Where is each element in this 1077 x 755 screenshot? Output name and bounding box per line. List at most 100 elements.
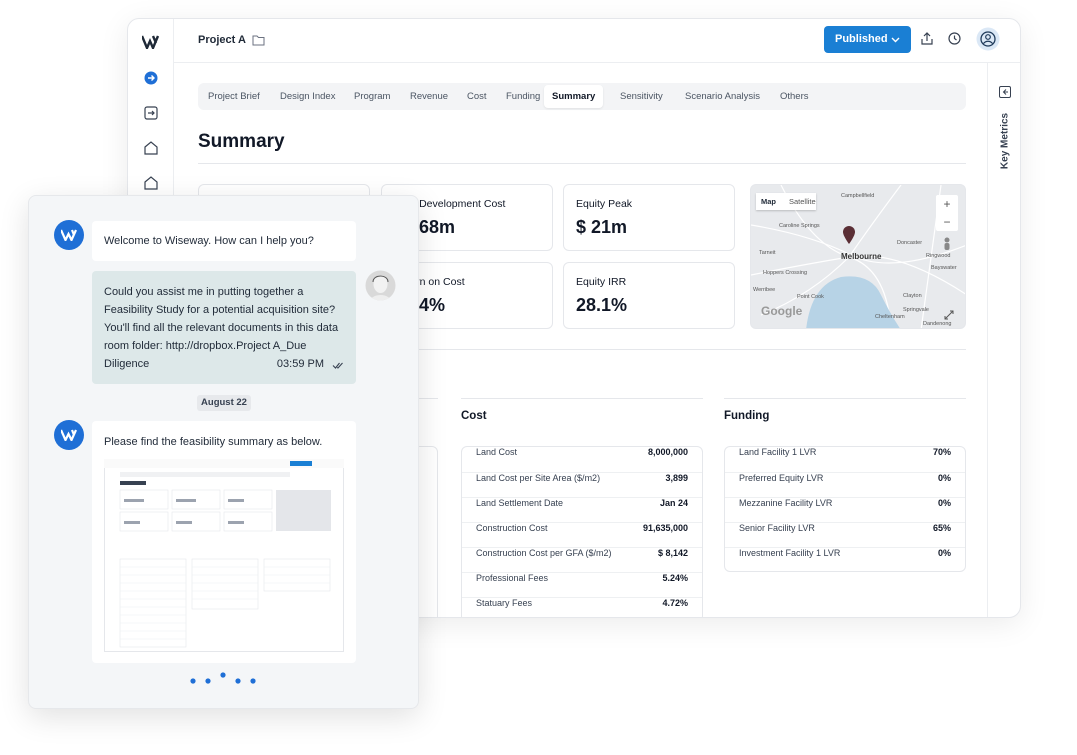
message-text: Please find the feasibility summary as b… bbox=[104, 436, 323, 448]
chat-panel: Welcome to Wiseway. How can I help you? … bbox=[28, 195, 419, 709]
tab[interactable]: Revenue bbox=[410, 91, 449, 102]
row-value: 4.72% bbox=[662, 598, 688, 608]
table-row: Construction Cost per GFA ($/m2) $ 8,142 bbox=[462, 547, 702, 572]
map-place: Dandenong bbox=[923, 321, 952, 327]
row-value: 3,899 bbox=[665, 473, 688, 483]
section-title: Funding bbox=[724, 410, 770, 422]
bot-message: Welcome to Wiseway. How can I help you? bbox=[92, 221, 356, 261]
section-title: Cost bbox=[461, 410, 487, 422]
tab[interactable]: Cost bbox=[467, 91, 487, 102]
metric-label: Equity IRR bbox=[576, 276, 627, 288]
user-avatar bbox=[365, 270, 396, 301]
chevron bbox=[891, 37, 900, 43]
map-place: Campbellfield bbox=[841, 193, 875, 199]
map-marker bbox=[843, 226, 855, 244]
map-city: Melbourne bbox=[841, 252, 882, 261]
cost-table: Land Cost 8,000,000 Land Cost per Site Are… bbox=[461, 446, 703, 617]
published-button[interactable]: Published bbox=[824, 26, 911, 53]
metric-label: Total Development Cost bbox=[394, 198, 506, 210]
metric-label: Equity Peak bbox=[576, 198, 633, 210]
table-row: Preferred Equity LVR 0% bbox=[725, 472, 965, 497]
row-value: 0% bbox=[937, 473, 951, 483]
fullscreen-icon[interactable] bbox=[944, 310, 954, 320]
folder-icon[interactable] bbox=[252, 34, 265, 46]
map-tab[interactable]: Map bbox=[761, 197, 776, 206]
pegman[interactable] bbox=[943, 237, 951, 251]
logo-mark bbox=[61, 429, 78, 441]
read-check bbox=[332, 362, 343, 369]
share-icon[interactable] bbox=[921, 32, 933, 45]
nav-icon[interactable] bbox=[144, 176, 158, 190]
map-place: Doncaster bbox=[897, 240, 923, 246]
tab[interactable]: Project Brief bbox=[208, 91, 260, 102]
metric-value: $ 21m bbox=[576, 217, 628, 237]
map-place: Point Cook bbox=[797, 294, 824, 300]
row-label: Senior Facility LVR bbox=[739, 523, 815, 533]
key-metrics-label: Key Metrics bbox=[999, 112, 1011, 170]
logo-mark bbox=[61, 229, 78, 241]
zoom-control[interactable]: + − bbox=[936, 195, 958, 231]
map-place: Tarneit bbox=[759, 250, 776, 256]
tab[interactable]: Scenario Analysis bbox=[685, 91, 760, 102]
divider bbox=[198, 349, 966, 350]
row-label: Construction Cost per GFA ($/m2) bbox=[476, 548, 612, 558]
tab[interactable]: Program bbox=[354, 91, 391, 102]
nav-icon[interactable] bbox=[144, 71, 158, 85]
map-place: Werribee bbox=[753, 287, 776, 293]
user-message: Could you assist me in putting together … bbox=[92, 271, 356, 384]
table-row: Statuary Fees 4.72% bbox=[462, 597, 702, 617]
history-icon[interactable] bbox=[948, 32, 961, 45]
tab[interactable]: Others bbox=[780, 91, 809, 102]
row-value: 0% bbox=[937, 498, 951, 508]
row-value: $ 8,142 bbox=[657, 548, 688, 558]
row-label: Land Cost bbox=[476, 447, 518, 457]
divider bbox=[198, 163, 966, 164]
collapse-icon[interactable] bbox=[999, 86, 1011, 98]
map-tab[interactable]: Satellite bbox=[789, 197, 816, 206]
bot-avatar bbox=[54, 220, 84, 250]
row-value: 0% bbox=[937, 548, 951, 558]
row-label: Investment Facility 1 LVR bbox=[739, 548, 841, 558]
tab[interactable]: Summary bbox=[544, 85, 604, 108]
button-label: Published bbox=[835, 33, 888, 45]
avatar[interactable] bbox=[976, 27, 1000, 51]
map-place: Hoppers Crossing bbox=[763, 270, 808, 276]
row-value: 91,635,000 bbox=[642, 523, 688, 533]
row-label: Land Facility 1 LVR bbox=[739, 447, 817, 457]
logo bbox=[142, 35, 160, 49]
nav-icon[interactable] bbox=[144, 141, 158, 155]
nav-icon[interactable] bbox=[144, 106, 158, 120]
map[interactable]: + − Map Satellite Melbourne Google Campbellfi… bbox=[750, 184, 966, 329]
table-row: Construction Cost 91,635,000 bbox=[462, 522, 702, 547]
map-place: Bayswater bbox=[931, 265, 957, 271]
map-place: Clayton bbox=[903, 293, 922, 299]
tab[interactable]: Sensitivity bbox=[620, 91, 663, 102]
page-title: Summary bbox=[198, 131, 285, 152]
date-chip: August 22 bbox=[197, 395, 251, 411]
row-label: Statuary Fees bbox=[476, 598, 533, 608]
row-label: Land Cost per Site Area ($/m2) bbox=[476, 473, 601, 483]
row-value: Jan 24 bbox=[659, 498, 688, 508]
map-brand: Google bbox=[761, 304, 803, 318]
key-metrics-panel: Key Metrics bbox=[987, 63, 1020, 617]
table-row: Mezzanine Facility LVR 0% bbox=[725, 497, 965, 522]
row-value: 70% bbox=[932, 447, 951, 457]
table-row: Investment Facility 1 LVR 0% bbox=[725, 547, 965, 572]
row-label: Preferred Equity LVR bbox=[739, 473, 824, 483]
funding-table: Land Facility 1 LVR 70% Preferred Equity L… bbox=[724, 446, 966, 572]
map-type-toggle bbox=[756, 193, 816, 210]
row-label: Construction Cost bbox=[476, 523, 548, 533]
tab[interactable]: Funding bbox=[506, 91, 541, 102]
header: Project A Published bbox=[174, 19, 1020, 63]
table-row: Professional Fees 5.24% bbox=[462, 572, 702, 597]
divider bbox=[461, 398, 703, 399]
tab-bar: Project Brief Design Index Program Revenue C… bbox=[198, 83, 966, 110]
row-value: 8,000,000 bbox=[647, 447, 688, 457]
divider bbox=[724, 398, 966, 399]
tab[interactable]: Design Index bbox=[280, 91, 336, 102]
table-row: Land Settlement Date Jan 24 bbox=[462, 497, 702, 522]
row-value: 5.24% bbox=[662, 573, 688, 583]
app-window: Project A Published Key Metrics Project … bbox=[127, 18, 1021, 618]
typing-indicator bbox=[190, 672, 256, 684]
